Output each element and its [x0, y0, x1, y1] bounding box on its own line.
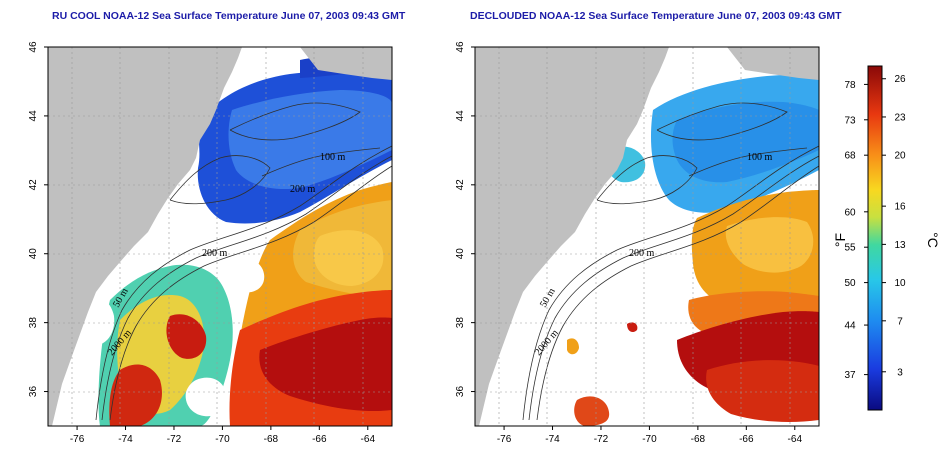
isobath-label-200-left: 200 m [202, 248, 228, 259]
fahrenheit-tick-label: 44 [844, 321, 856, 332]
right-map-axes: -76 -74 -72 -70 -68 -66 -64 36 38 40 42 44 46 [455, 41, 802, 445]
lon-tick-label-right: -68 [691, 434, 706, 445]
right-map-title: DECLOUDED NOAA-12 Sea Surface Temperatur… [470, 10, 842, 22]
lon-tick-label-right: -72 [594, 434, 609, 445]
isobath-label-100-left: 100 m [320, 152, 346, 163]
lon-tick-label-left: -74 [118, 434, 133, 445]
lon-tick-label-right: -74 [545, 434, 560, 445]
left-map-axes: -76 -74 -72 -70 -68 -66 -64 36 38 40 42 44 46 [28, 41, 375, 445]
fahrenheit-tick-label: 68 [844, 151, 856, 162]
lat-tick-label-left: 46 [28, 41, 39, 53]
fahrenheit-tick-label: 55 [844, 243, 856, 254]
left-map-title: RU COOL NOAA-12 Sea Surface Temperature … [52, 10, 406, 22]
lat-tick-label-left: 36 [28, 386, 39, 398]
lon-tick-label-left: -66 [312, 434, 327, 445]
fahrenheit-tick-label: 37 [844, 370, 856, 381]
left-map-frame [47, 46, 393, 427]
celsius-tick-label: 3 [897, 367, 903, 378]
celsius-tick-label: 26 [894, 74, 906, 85]
isobath-label-200-upper-left: 200 m [290, 184, 316, 195]
isobath-label-100-right: 100 m [747, 152, 773, 163]
right-map-panel: 100 m 200 m 50 m 2000 m -76 -74 -72 -70 -68-… [455, 41, 820, 445]
fahrenheit-tick-label: 78 [844, 80, 856, 91]
fahrenheit-unit-label: °F [832, 233, 848, 247]
fahrenheit-tick-label: 60 [844, 207, 856, 218]
fahrenheit-tick-label: 50 [844, 278, 856, 289]
left-sst-field: 100 m 200 m 200 m 50 m 2000 m [48, 47, 392, 426]
left-map-panel: 100 m 200 m 200 m 50 m 2000 m -76 -74 -72-… [28, 41, 393, 445]
colorbar-gradient [867, 65, 883, 411]
lon-tick-label-left: -70 [215, 434, 230, 445]
lon-tick-label-left: -76 [70, 434, 85, 445]
lat-tick-label-left: 44 [28, 110, 39, 122]
lat-tick-label-left: 40 [28, 248, 39, 260]
celsius-tick-label: 20 [894, 151, 906, 162]
right-map-frame [474, 46, 820, 427]
lon-tick-label-right: -64 [788, 434, 803, 445]
lon-tick-label-right: -66 [739, 434, 754, 445]
isobath-label-200-right: 200 m [629, 248, 655, 259]
lon-tick-label-right: -70 [642, 434, 657, 445]
lon-tick-label-left: -72 [167, 434, 182, 445]
lon-tick-label-right: -76 [497, 434, 512, 445]
celsius-tick-label: 16 [894, 202, 906, 213]
lat-tick-label-right: 46 [455, 41, 466, 53]
celsius-tick-label: 7 [897, 316, 903, 327]
lat-tick-label-right: 44 [455, 110, 466, 122]
celsius-tick-label: 10 [894, 278, 906, 289]
right-sst-field: 100 m 200 m 50 m 2000 m [475, 47, 819, 426]
lat-tick-label-right: 38 [455, 317, 466, 329]
fahrenheit-tick-label: 73 [844, 115, 856, 126]
celsius-tick-label: 23 [894, 112, 906, 123]
lon-tick-label-left: -68 [264, 434, 279, 445]
lat-tick-label-right: 36 [455, 386, 466, 398]
celsius-tick-label: 13 [894, 240, 906, 251]
lon-tick-label-left: -64 [361, 434, 376, 445]
lat-tick-label-right: 40 [455, 248, 466, 260]
celsius-unit-label: °C [925, 232, 941, 248]
lat-tick-label-left: 42 [28, 179, 39, 191]
lat-tick-label-right: 42 [455, 179, 466, 191]
lat-tick-label-left: 38 [28, 317, 39, 329]
